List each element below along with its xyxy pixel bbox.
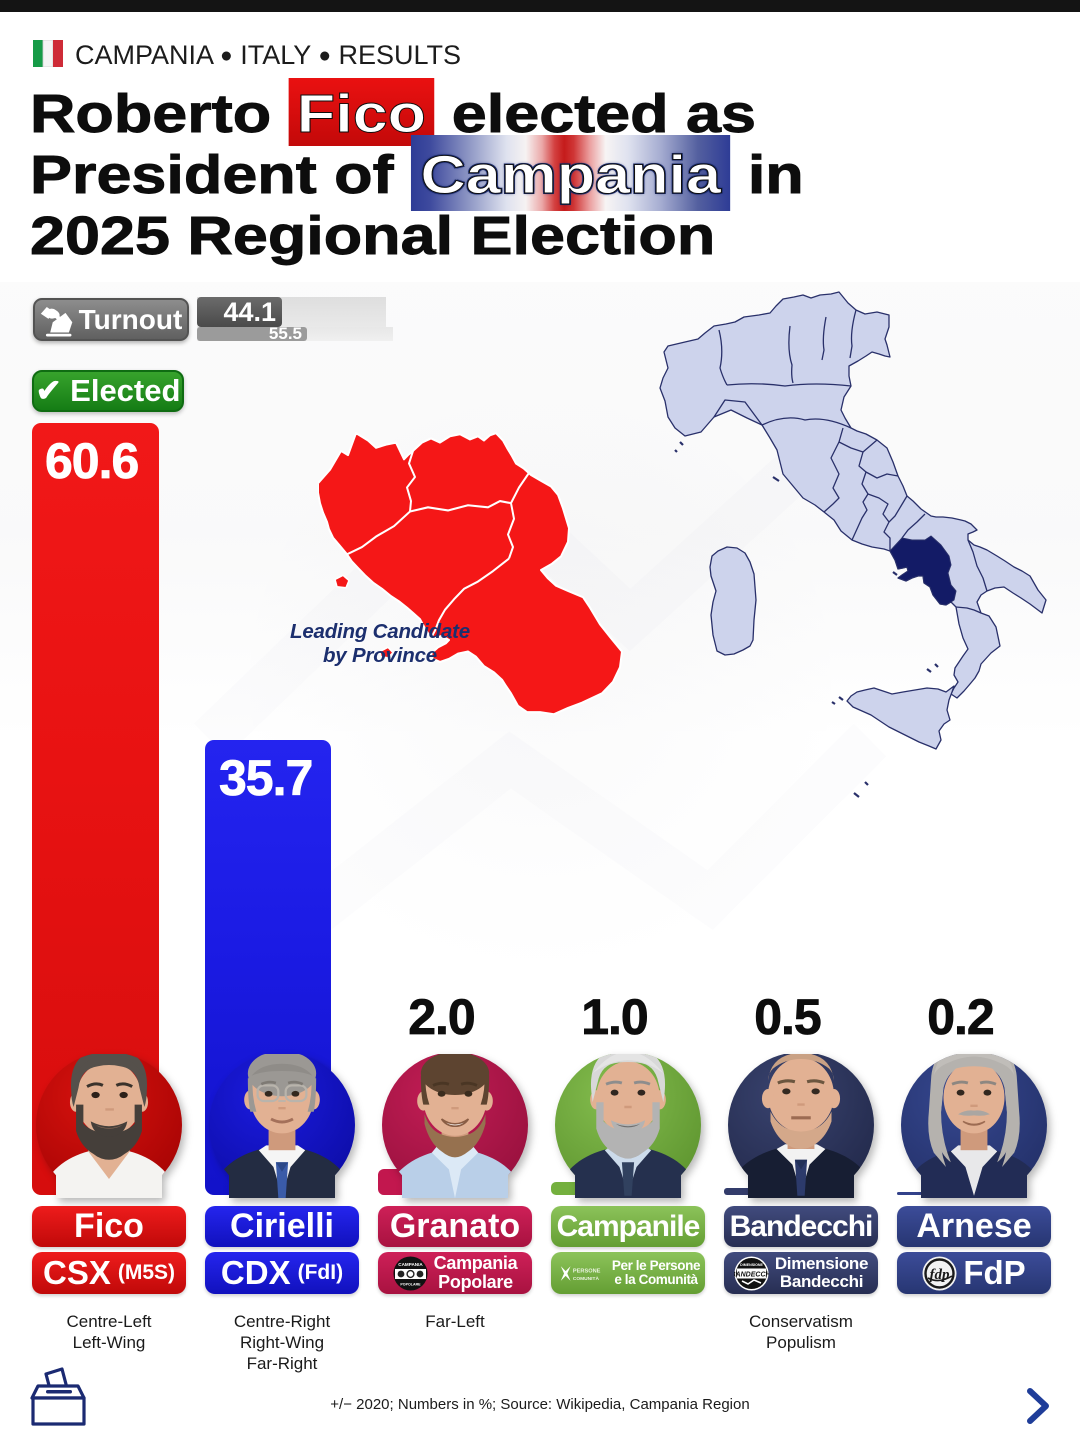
svg-text:DIMENSIONE: DIMENSIONE: [740, 1263, 763, 1267]
svg-text:BANDECCHI: BANDECCHI: [734, 1271, 769, 1278]
svg-text:PERSONE: PERSONE: [573, 1268, 601, 1274]
svg-text:COMUNITÀ: COMUNITÀ: [573, 1274, 600, 1281]
svg-text:POPOLARE: POPOLARE: [400, 1282, 421, 1286]
svg-text:CAMPANIA: CAMPANIA: [398, 1262, 423, 1267]
